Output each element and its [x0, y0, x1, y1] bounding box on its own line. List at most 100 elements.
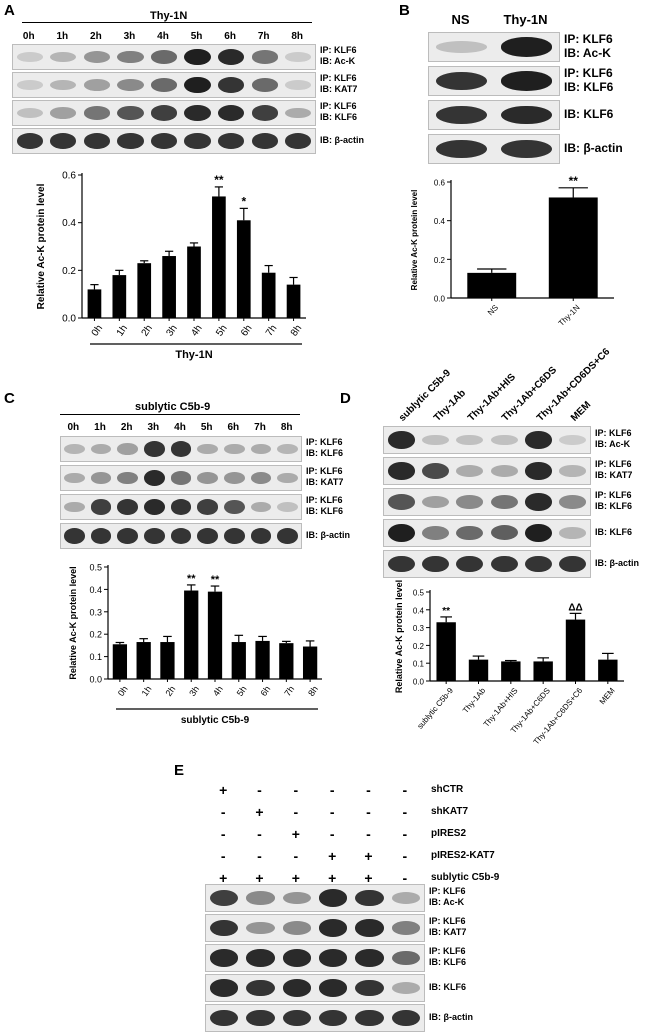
- bar: [160, 642, 175, 679]
- y-tick-label: 0.1: [413, 660, 425, 669]
- condition-sign: -: [402, 804, 408, 820]
- blot-band: [456, 465, 484, 477]
- blot-row-label: IB: β-actin: [429, 1012, 473, 1023]
- bar: [87, 289, 102, 318]
- y-tick-label: 0.2: [413, 642, 425, 651]
- blot-ip-label: IP: KLF6: [429, 916, 466, 926]
- bar: [598, 659, 618, 681]
- bar: [112, 275, 127, 318]
- blot-band: [170, 528, 192, 544]
- x-tick-label: Thy-1Ab: [461, 686, 488, 715]
- blot-row-label: IB: KLF6: [595, 527, 632, 538]
- y-tick-label: 0.5: [89, 563, 102, 573]
- blot-band: [285, 133, 312, 149]
- condition-label: shCTR: [431, 784, 464, 795]
- x-tick-label: sublytic C5b-9: [416, 686, 456, 731]
- lane-label: 0h: [67, 422, 80, 433]
- blot-band: [282, 979, 311, 997]
- blot-strip: [205, 884, 425, 912]
- blot-band: [525, 462, 552, 480]
- x-tick-label: 2h: [163, 684, 177, 698]
- blot-ib-label: IB: β-actin: [306, 529, 350, 540]
- blot-band: [150, 133, 178, 149]
- blot-row-label: IP: KLF6 IB: KLF6: [429, 946, 466, 968]
- blot-band: [422, 526, 449, 540]
- blot-band: [50, 107, 77, 119]
- blot-band: [143, 528, 165, 544]
- y-axis-label: Relative Ac-K protein level: [36, 183, 47, 309]
- x-tick-label: MEM: [598, 686, 617, 706]
- y-tick-label: 0.0: [89, 675, 102, 685]
- blot-band: [387, 494, 415, 510]
- condition-sign: -: [220, 826, 226, 842]
- blot-strip: [383, 519, 591, 547]
- blot-ib-label: IB: KAT7: [306, 477, 344, 487]
- blot-band: [223, 472, 245, 484]
- blot-band: [143, 470, 165, 486]
- blot-band: [223, 528, 245, 544]
- condition-sign: -: [329, 804, 335, 820]
- bar: [501, 661, 521, 681]
- blot-band: [218, 133, 245, 149]
- condition-sign: +: [219, 782, 228, 798]
- blot-band: [218, 77, 245, 93]
- blot-band: [184, 48, 211, 66]
- bar: [112, 644, 128, 679]
- blot-band: [184, 105, 211, 121]
- panel-a-title: Thy-1N: [150, 10, 188, 22]
- y-tick-label: 0.0: [434, 295, 446, 304]
- bar: [212, 196, 226, 318]
- condition-sign: +: [291, 870, 300, 886]
- panel-c-title: sublytic C5b-9: [135, 401, 211, 413]
- condition-sign: -: [366, 804, 371, 820]
- x-tick-label: 1h: [140, 684, 154, 698]
- x-tick-label: 2h: [140, 323, 155, 338]
- blot-band: [422, 463, 449, 479]
- blot-band: [90, 472, 112, 484]
- bar: [548, 197, 598, 298]
- blot-strip: [428, 100, 560, 130]
- condition-sign: +: [328, 848, 337, 864]
- bar: [286, 284, 301, 318]
- blot-strip: [383, 550, 591, 578]
- blot-band: [83, 51, 110, 63]
- blot-ip-label: IP: KLF6: [320, 101, 357, 111]
- panel-a-bar-chart: 0.0 0.2 0.4 0.6 Relative Ac-K protein level 0…: [36, 171, 306, 361]
- significance-mark: **: [211, 574, 220, 586]
- blot-ip-label: IP: KLF6: [306, 495, 343, 505]
- blot-band: [559, 527, 587, 539]
- blot-band: [355, 889, 384, 907]
- blot-ib-label: IB: β-actin: [595, 557, 639, 568]
- blot-band: [197, 472, 219, 484]
- blot-band: [490, 494, 518, 510]
- blot-row-label: IB: KLF6: [429, 982, 466, 993]
- blot-band: [90, 499, 112, 515]
- y-tick-label: 0.0: [62, 314, 76, 325]
- blot-strip: [205, 974, 425, 1002]
- blot-band: [246, 979, 275, 997]
- x-tick-label: 3h: [187, 684, 201, 698]
- x-tick-label: 4h: [189, 323, 204, 338]
- blot-row-label: IB: β-actin: [564, 141, 623, 155]
- blot-band: [223, 443, 245, 455]
- blot-band: [559, 465, 587, 477]
- blot-ib-label: IB: KLF6: [595, 526, 632, 537]
- blot-band: [559, 555, 587, 573]
- blot-row-label: IP: KLF6 IB: Ac-K: [429, 886, 466, 908]
- condition-sign: +: [255, 804, 264, 820]
- blot-ip-label: IP: KLF6: [595, 490, 632, 500]
- blot-row-label: IP: KLF6 IB: Ac-K: [564, 32, 613, 60]
- significance-mark: **: [187, 573, 196, 585]
- lane-label: 3h: [123, 31, 136, 42]
- blot-band: [250, 501, 272, 513]
- condition-sign: +: [364, 848, 373, 864]
- blot-band: [246, 921, 275, 935]
- blot-band: [218, 49, 245, 65]
- blot-ib-label: IB: KLF6: [306, 506, 343, 516]
- blot-band: [251, 105, 278, 121]
- condition-label: pIRES2: [431, 828, 467, 839]
- blot-band: [285, 52, 312, 62]
- bar: [279, 643, 294, 679]
- blot-row-label: IP: KLF6 IB: KAT7: [429, 916, 466, 938]
- y-tick-label: 0.2: [62, 266, 76, 277]
